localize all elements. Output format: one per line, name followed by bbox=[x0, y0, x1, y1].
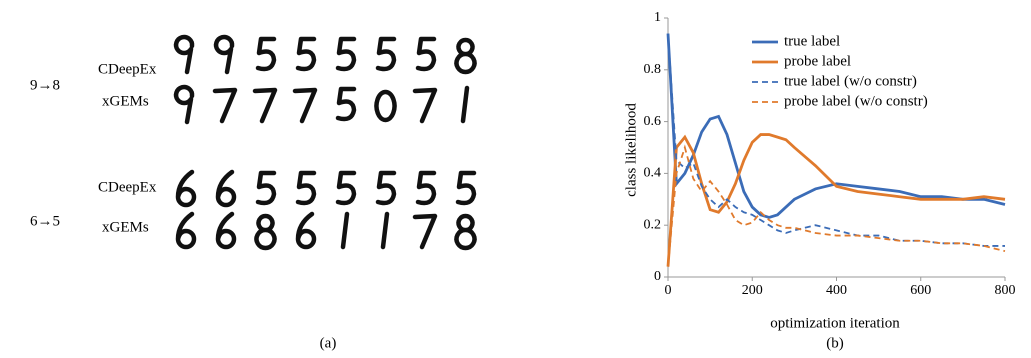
digit-images bbox=[176, 37, 474, 248]
digit bbox=[257, 216, 275, 248]
digit bbox=[298, 214, 314, 247]
digit bbox=[415, 90, 435, 121]
x-tick-label: 800 bbox=[995, 283, 1016, 298]
caption: (a) bbox=[320, 335, 337, 351]
y-tick-label: 0.8 bbox=[644, 62, 662, 77]
digit bbox=[458, 173, 474, 203]
y-tick-label: 1 bbox=[654, 10, 661, 25]
digit bbox=[378, 39, 394, 69]
digit bbox=[383, 214, 387, 247]
digit bbox=[343, 214, 347, 247]
digit bbox=[418, 173, 434, 203]
digit bbox=[258, 39, 274, 69]
digit bbox=[338, 39, 354, 69]
digit bbox=[176, 87, 192, 122]
x-tick-label: 600 bbox=[910, 283, 931, 298]
y-tick-label: 0 bbox=[654, 269, 661, 284]
x-tick-label: 200 bbox=[742, 283, 763, 298]
digit bbox=[378, 173, 394, 203]
method-label: CDeepEx bbox=[98, 179, 157, 195]
transition-label: 6→5 bbox=[30, 213, 60, 229]
digit bbox=[415, 216, 435, 247]
digit bbox=[258, 173, 274, 203]
x-tick-label: 400 bbox=[826, 283, 847, 298]
digit bbox=[377, 92, 395, 120]
legend-label: true label (w/o constr) bbox=[784, 73, 917, 89]
digit bbox=[338, 89, 354, 119]
method-label: xGEMs bbox=[102, 219, 149, 235]
y-tick-label: 0.2 bbox=[644, 217, 662, 232]
digit bbox=[218, 172, 234, 205]
caption: (b) bbox=[826, 335, 844, 351]
digit bbox=[298, 173, 314, 203]
transition-label: 9→8 bbox=[30, 77, 60, 93]
legend-label: true label bbox=[784, 33, 840, 49]
digit bbox=[418, 39, 434, 69]
method-label: CDeepEx bbox=[98, 61, 157, 77]
series-line bbox=[668, 135, 1005, 267]
y-axis-label: class likelihood bbox=[623, 103, 639, 197]
figure: 9→8 CDeepEx xGEMs 6→5 CDeepEx xGEMs (a) … bbox=[0, 0, 1031, 358]
digit bbox=[218, 214, 234, 247]
digit bbox=[298, 39, 314, 69]
digit bbox=[255, 90, 275, 121]
x-axis-label: optimization iteration bbox=[770, 315, 900, 331]
digit bbox=[178, 172, 194, 205]
digit bbox=[338, 173, 354, 203]
method-label: xGEMs bbox=[102, 93, 149, 109]
y-tick-label: 0.4 bbox=[644, 166, 662, 181]
digit bbox=[176, 37, 192, 72]
digit bbox=[457, 40, 475, 72]
digit bbox=[457, 216, 475, 248]
legend-label: probe label bbox=[784, 53, 851, 69]
digit bbox=[215, 90, 235, 121]
digit bbox=[295, 90, 315, 121]
x-tick-label: 0 bbox=[665, 283, 672, 298]
legend-label: probe label (w/o constr) bbox=[784, 93, 928, 109]
digit bbox=[216, 37, 232, 72]
digit bbox=[178, 214, 194, 247]
y-tick-label: 0.6 bbox=[644, 114, 662, 129]
digit bbox=[463, 88, 467, 121]
